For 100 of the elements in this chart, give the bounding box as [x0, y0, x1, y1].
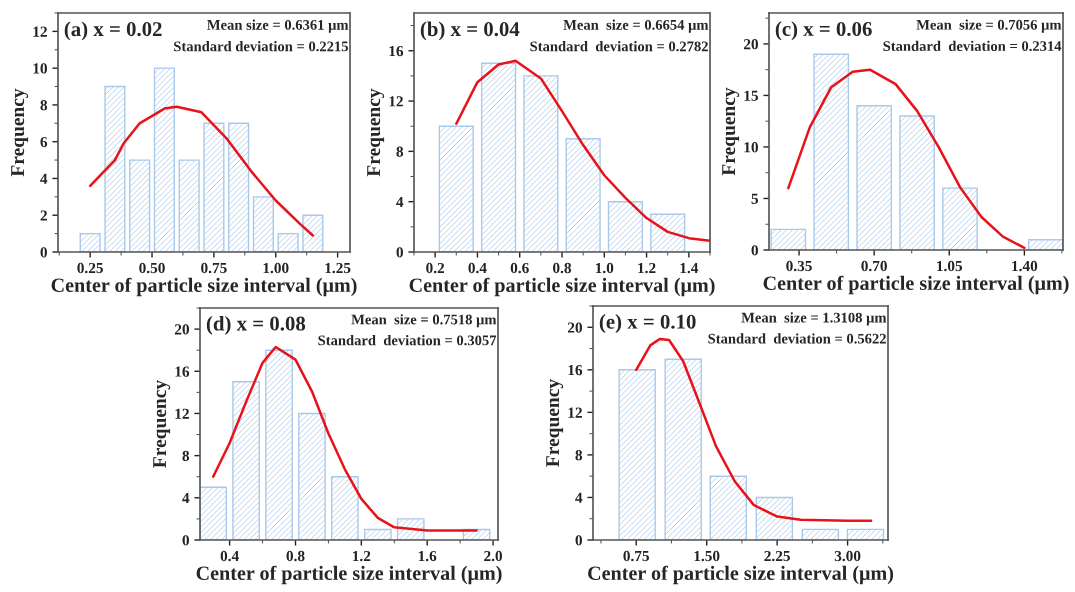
y-tick-label: 20 — [743, 39, 758, 50]
y-axis-title: Frequency — [722, 87, 740, 176]
y-tick-label: 0 — [182, 535, 189, 546]
bar — [618, 369, 656, 540]
y-tick-label: 4 — [396, 196, 404, 207]
y-axis-title: Frequency — [153, 380, 171, 468]
annotation: Mean size = 0.6361 μm — [207, 19, 349, 33]
y-tick-label: 4 — [182, 493, 190, 504]
x-tick-label: 0.70 — [861, 260, 887, 272]
x-tick-label: 1.25 — [325, 262, 351, 274]
chart-title: (b) x = 0.04 — [420, 21, 520, 41]
y-tick-label: 15 — [744, 90, 759, 101]
bar — [770, 228, 807, 250]
annotation: Standard deviation = 0.2215 — [174, 41, 349, 52]
x-axis-title: Center of particle size interval (μm) — [196, 565, 502, 585]
annotation: Standard deviation = 0.3057 — [318, 335, 497, 346]
bar — [79, 232, 101, 252]
bar — [856, 105, 893, 250]
x-tick-label: 1.6 — [418, 550, 437, 562]
y-tick-label: 0 — [575, 535, 582, 546]
y-tick-label: 8 — [182, 450, 190, 462]
bar — [899, 115, 935, 250]
annotation: Mean size = 0.7056 μm — [916, 19, 1062, 33]
y-tick-label: 10 — [744, 142, 758, 153]
line-series — [455, 59, 710, 242]
y-tick-label: 12 — [175, 408, 189, 419]
y-axis-title: Frequency — [367, 88, 385, 177]
bar — [298, 412, 326, 540]
y-tick-label: 12 — [568, 407, 582, 418]
x-tick-label: 0.75 — [623, 550, 650, 562]
line-series — [211, 345, 478, 532]
x-tick-label: 0.4 — [468, 262, 487, 274]
bar — [228, 122, 250, 252]
x-tick-label: 1.05 — [937, 260, 963, 272]
bar — [200, 486, 228, 540]
x-tick-label: 0.2 — [426, 262, 445, 274]
x-tick-label: 0.75 — [201, 262, 227, 274]
y-tick-label: 8 — [40, 100, 48, 111]
bar — [664, 358, 702, 540]
y-tick-label: 12 — [33, 26, 47, 37]
y-tick-label: 0 — [40, 247, 47, 258]
bar — [607, 200, 644, 252]
bar — [104, 85, 126, 252]
annotation: Standard deviation = 0.2314 — [883, 40, 1062, 52]
x-tick-label: 1.50 — [694, 550, 720, 562]
bar — [302, 214, 324, 252]
bar — [129, 159, 151, 252]
y-tick-label: 0 — [396, 247, 403, 258]
y-tick-label: 2 — [40, 210, 47, 221]
x-tick-label: 1.00 — [263, 262, 289, 274]
x-axis-title: Center of particle size interval (μm) — [763, 275, 1069, 295]
chart-title: (a) x = 0.02 — [64, 21, 162, 41]
y-tick-label: 4 — [40, 173, 48, 184]
y-tick-label: 6 — [40, 136, 48, 148]
x-tick-label: 0.4 — [220, 550, 239, 562]
y-tick-label: 20 — [567, 322, 582, 333]
x-tick-label: 0.35 — [786, 260, 812, 272]
x-tick-label: 0.6 — [510, 262, 529, 274]
y-tick-label: 4 — [575, 492, 583, 503]
chart-title: (c) x = 0.06 — [775, 21, 872, 41]
line-series — [88, 105, 315, 237]
bar — [565, 138, 601, 252]
x-tick-label: 1.2 — [353, 550, 371, 562]
y-tick-label: 20 — [174, 324, 189, 335]
annotation: Standard deviation = 0.2782 — [530, 41, 708, 52]
x-tick-label: 1.4 — [680, 262, 699, 274]
bar — [277, 232, 299, 252]
x-tick-label: 0.8 — [553, 262, 572, 274]
y-tick-label: 10 — [33, 63, 47, 74]
bar — [942, 187, 978, 250]
chart-title: (e) x = 0.10 — [599, 314, 696, 333]
chart-title: (d) x = 0.08 — [206, 315, 306, 335]
x-axis-title: Center of particle size interval (μm) — [409, 277, 715, 297]
annotation: Standard deviation = 0.5622 — [708, 333, 886, 344]
annotation: Mean size = 0.7518 μm — [351, 314, 497, 328]
y-tick-label: 8 — [575, 450, 583, 461]
x-tick-label: 0.8 — [286, 550, 305, 562]
bar — [709, 475, 748, 540]
x-tick-label: 3.00 — [834, 550, 861, 562]
bar — [178, 159, 200, 252]
x-tick-label: 1.2 — [638, 262, 656, 274]
annotation: Mean size = 1.3108 μm — [741, 312, 887, 326]
y-tick-label: 8 — [396, 146, 404, 157]
y-tick-label: 16 — [175, 366, 190, 377]
bar — [523, 75, 559, 252]
x-tick-label: 0.25 — [77, 262, 103, 274]
line-series — [787, 68, 1026, 250]
bar — [331, 476, 359, 540]
bar — [755, 496, 794, 540]
y-tick-label: 5 — [751, 193, 759, 204]
bar — [203, 122, 225, 252]
y-axis-title: Frequency — [11, 88, 29, 177]
y-tick-label: 0 — [751, 245, 758, 256]
x-tick-label: 2.25 — [764, 550, 790, 562]
x-tick-label: 0.50 — [139, 262, 165, 274]
y-tick-label: 16 — [568, 365, 583, 376]
x-axis-title: Center of particle size interval (μm) — [588, 565, 894, 585]
x-tick-label: 1.0 — [595, 262, 614, 274]
x-axis-title: Center of particle size interval (μm) — [51, 277, 357, 297]
y-tick-label: 16 — [389, 45, 404, 57]
